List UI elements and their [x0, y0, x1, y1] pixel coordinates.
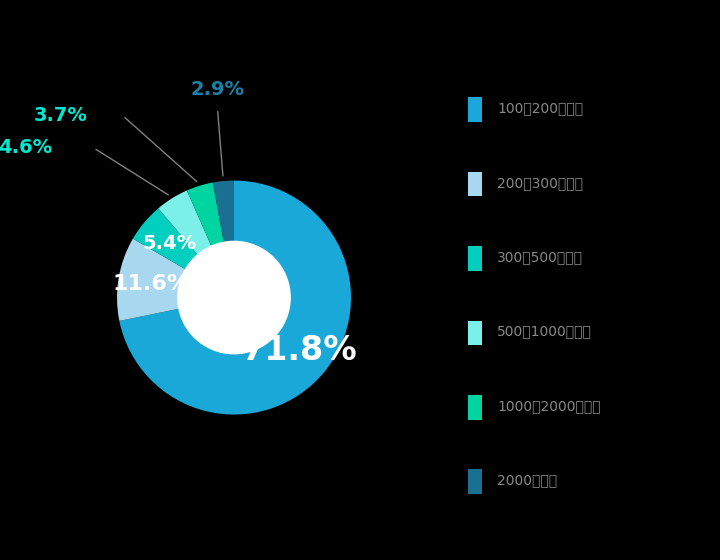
Text: 1000～2000株未満: 1000～2000株未満	[497, 399, 600, 413]
Wedge shape	[117, 239, 186, 321]
FancyBboxPatch shape	[468, 172, 482, 197]
Text: 2.9%: 2.9%	[191, 81, 245, 100]
Text: 71.8%: 71.8%	[241, 334, 357, 367]
Wedge shape	[213, 180, 234, 242]
Wedge shape	[133, 208, 198, 269]
Text: 4.6%: 4.6%	[0, 138, 53, 157]
Text: 11.6%: 11.6%	[112, 274, 189, 294]
Text: 5.4%: 5.4%	[143, 234, 197, 253]
FancyBboxPatch shape	[468, 97, 482, 122]
Wedge shape	[120, 180, 351, 414]
Wedge shape	[158, 190, 212, 255]
Text: 3.7%: 3.7%	[34, 106, 88, 125]
Text: 500～1000株未満: 500～1000株未満	[497, 325, 592, 339]
FancyBboxPatch shape	[468, 395, 482, 419]
Text: 100～200株未満: 100～200株未満	[497, 101, 583, 115]
FancyBboxPatch shape	[468, 320, 482, 345]
FancyBboxPatch shape	[468, 469, 482, 494]
Circle shape	[178, 241, 290, 354]
Text: 200～300株未満: 200～300株未満	[497, 176, 583, 190]
Text: 300～500株未満: 300～500株未満	[497, 250, 583, 264]
Wedge shape	[187, 183, 224, 246]
Text: 2000株以上: 2000株以上	[497, 473, 557, 487]
FancyBboxPatch shape	[468, 246, 482, 271]
